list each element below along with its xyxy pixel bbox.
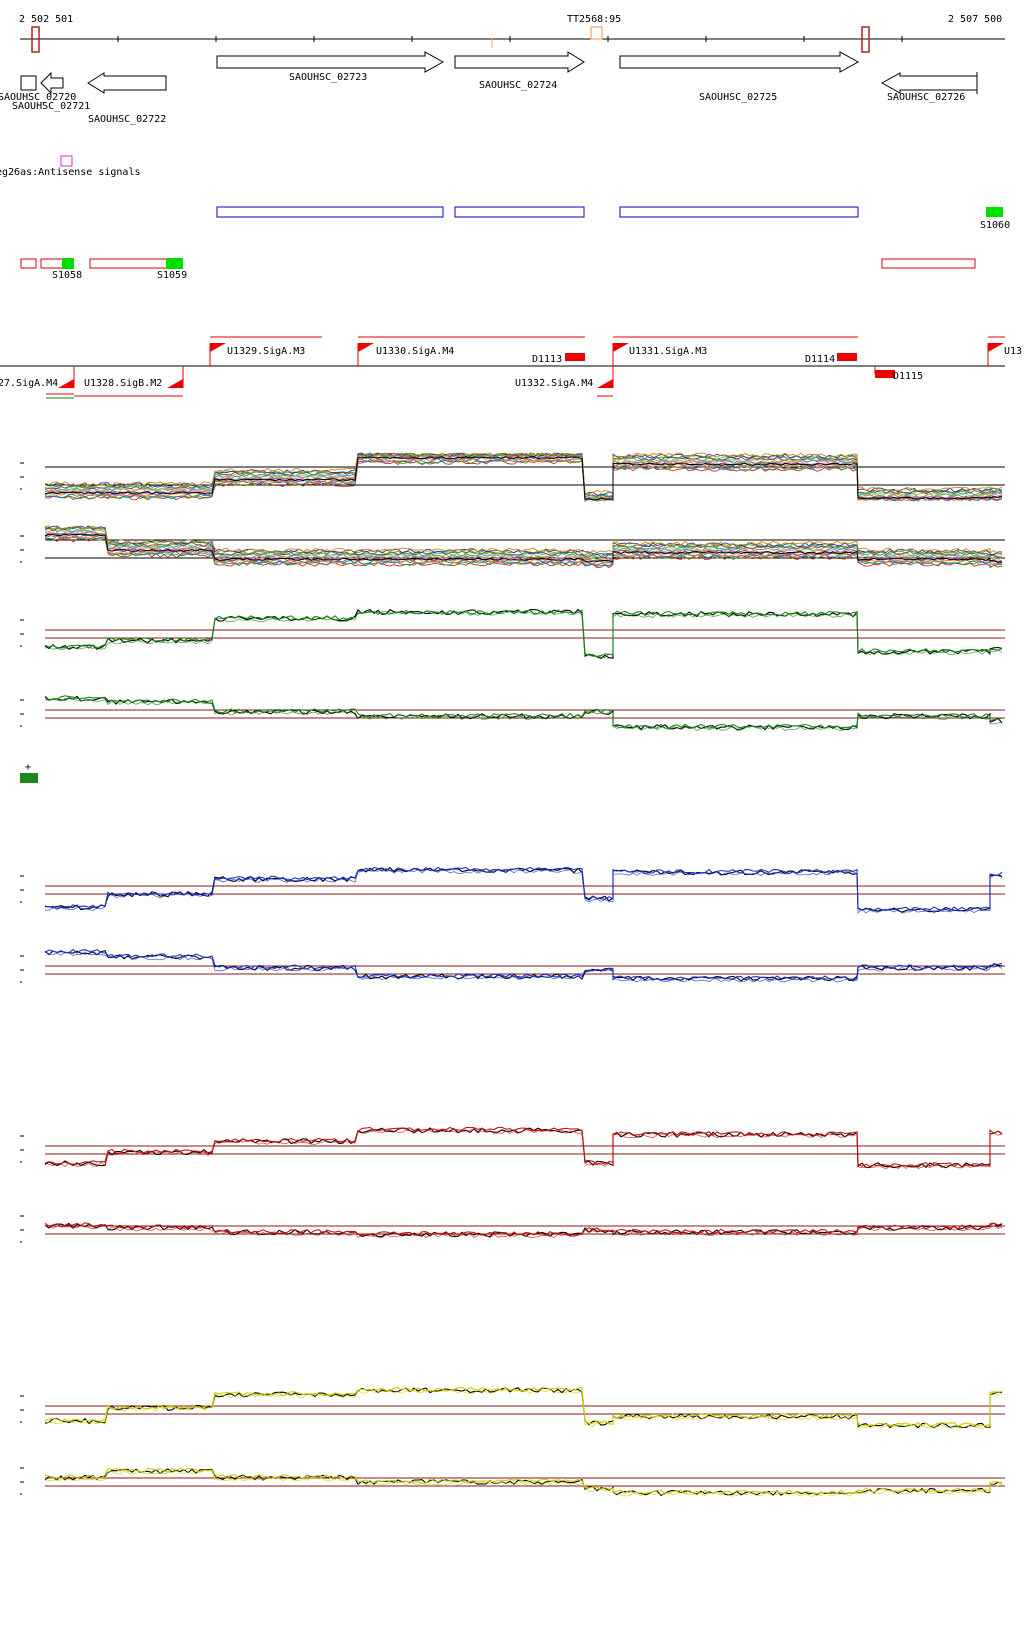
condition-line: [44, 951, 1003, 983]
gene-02724-label: SAOUHSC_02724: [479, 80, 557, 91]
gene-02721-label: SAOUHSC_02721: [12, 101, 90, 112]
condition-line: [44, 1386, 1003, 1427]
gene-02720-box[interactable]: [20, 75, 37, 91]
replicate-line: [44, 452, 1003, 495]
condition-line: [44, 1129, 1003, 1170]
condition-legend: +: [20, 762, 38, 783]
condition-line: [44, 698, 1003, 731]
promoter-track: U1329.SigA.M3 U1330.SigA.M4 D1113 U1331.…: [0, 336, 1022, 399]
gene-track: SAOUHSC_02720 SAOUHSC_02721 SAOUHSC_0272…: [0, 51, 978, 125]
reference-line: [44, 695, 1003, 731]
condition-line: [44, 1470, 1003, 1497]
legend-plus-label: +: [25, 762, 31, 773]
track-multi-minus: [20, 525, 1005, 569]
track-red-minus: [20, 1215, 1005, 1243]
promoter-u1328-label[interactable]: U1328.SigB.M2: [84, 378, 162, 389]
replicate-line: [44, 525, 1003, 555]
gene-02721-arrow[interactable]: [40, 71, 64, 95]
condition-line: [45, 869, 1003, 914]
promoter-d1115-label[interactable]: D1115: [893, 371, 923, 382]
promoter-u1330-label[interactable]: U1330.SigA.M4: [376, 346, 454, 357]
condition-line: [44, 1224, 1003, 1239]
transcribed-segments-minus: S1058 S1059: [20, 258, 976, 281]
terminator-label: TT2568:95: [567, 14, 621, 25]
gene-02725-arrow[interactable]: [619, 51, 860, 73]
segment-s1059[interactable]: [166, 258, 183, 269]
replicate-line: [45, 537, 1003, 569]
segment-box-02724[interactable]: [454, 206, 585, 218]
track-yellow-plus: [20, 1386, 1005, 1429]
gene-02723-label: SAOUHSC_02723: [289, 72, 367, 83]
terminator-marker-tt2568[interactable]: [590, 26, 603, 40]
condition-line: [44, 1467, 1003, 1495]
reference-line: [44, 1468, 1003, 1497]
segment-s1058[interactable]: [62, 258, 74, 269]
track-green-minus: [20, 695, 1005, 731]
replicate-line: [44, 459, 1003, 502]
gene-02726-label: SAOUHSC_02726: [887, 92, 965, 103]
ruler-ticks: [117, 36, 903, 42]
track-multi-plus: [20, 452, 1005, 503]
gene-02724-arrow[interactable]: [454, 51, 585, 73]
gene-02720-label: SAOUHSC_02720: [0, 92, 76, 103]
segment-box-minus-1[interactable]: [20, 258, 37, 269]
condition-line: [44, 1389, 1003, 1429]
ruler-end-label: 2 507 500: [948, 14, 1002, 25]
segment-box-02723[interactable]: [216, 206, 444, 218]
segment-s1060[interactable]: [986, 207, 1003, 217]
condition-line: [44, 609, 1003, 657]
replicate-line: [44, 532, 1003, 563]
segment-box-minus-3[interactable]: [89, 258, 169, 269]
promoter-u1329-label[interactable]: U1329.SigA.M3: [227, 346, 305, 357]
segment-box-minus-2[interactable]: [40, 258, 64, 269]
promoter-d1113-label[interactable]: D1113: [532, 354, 562, 365]
terminator-marker-right[interactable]: [861, 26, 870, 53]
segment-box-02725[interactable]: [619, 206, 859, 218]
promoter-u1332-label[interactable]: U1332.SigA.M4: [515, 378, 593, 389]
condition-line: [44, 610, 1003, 659]
track-blue-plus: [20, 866, 1005, 914]
gene-02726-arrow[interactable]: [880, 72, 978, 94]
antisense-label: eg26as:Antisense signals: [0, 167, 141, 178]
reference-line: [44, 456, 1003, 501]
segment-s1059-label: S1059: [157, 270, 187, 281]
legend-green-swatch[interactable]: [20, 773, 38, 783]
promoter-u13x-label[interactable]: U13: [1004, 346, 1022, 357]
terminator-marker-left[interactable]: [31, 26, 40, 53]
track-yellow-minus: [20, 1467, 1005, 1497]
condition-line: [44, 1222, 1003, 1237]
gene-02723-arrow[interactable]: [216, 51, 445, 73]
coordinate-ruler: 2 502 501 2 507 500 TT2568:95: [19, 14, 1005, 53]
segment-box-minus-4[interactable]: [881, 258, 976, 269]
condition-line: [44, 1126, 1003, 1168]
track-green-plus: [20, 608, 1005, 660]
replicate-line: [44, 534, 1003, 566]
promoter-d1114-label[interactable]: D1114: [805, 354, 835, 365]
replicate-line: [44, 530, 1003, 562]
transcribed-segments-plus: S1060: [216, 206, 1010, 231]
gene-02722-label: SAOUHSC_02722: [88, 114, 166, 125]
reference-line: [44, 533, 1002, 563]
reference-line: [44, 1127, 1003, 1169]
condition-line: [44, 948, 1003, 981]
gene-02722-arrow[interactable]: [87, 72, 167, 94]
replicate-line: [44, 526, 1003, 558]
antisense-marker[interactable]: [60, 155, 73, 167]
ruler-start-label: 2 502 501: [19, 14, 73, 25]
expression-tracks: [20, 452, 1005, 1497]
antisense-track: eg26as:Antisense signals: [0, 155, 141, 178]
track-blue-minus: [20, 948, 1005, 983]
segment-s1058-label: S1058: [52, 270, 82, 281]
segment-s1060-label: S1060: [980, 220, 1010, 231]
promoter-u1331-label[interactable]: U1331.SigA.M3: [629, 346, 707, 357]
gene-02725-label: SAOUHSC_02725: [699, 92, 777, 103]
reference-line: [44, 1387, 1003, 1429]
condition-line: [44, 866, 1003, 912]
promoter-u1327-label[interactable]: 27.SigA.M4: [0, 378, 58, 389]
track-red-plus: [20, 1126, 1005, 1170]
condition-line: [44, 695, 1003, 729]
